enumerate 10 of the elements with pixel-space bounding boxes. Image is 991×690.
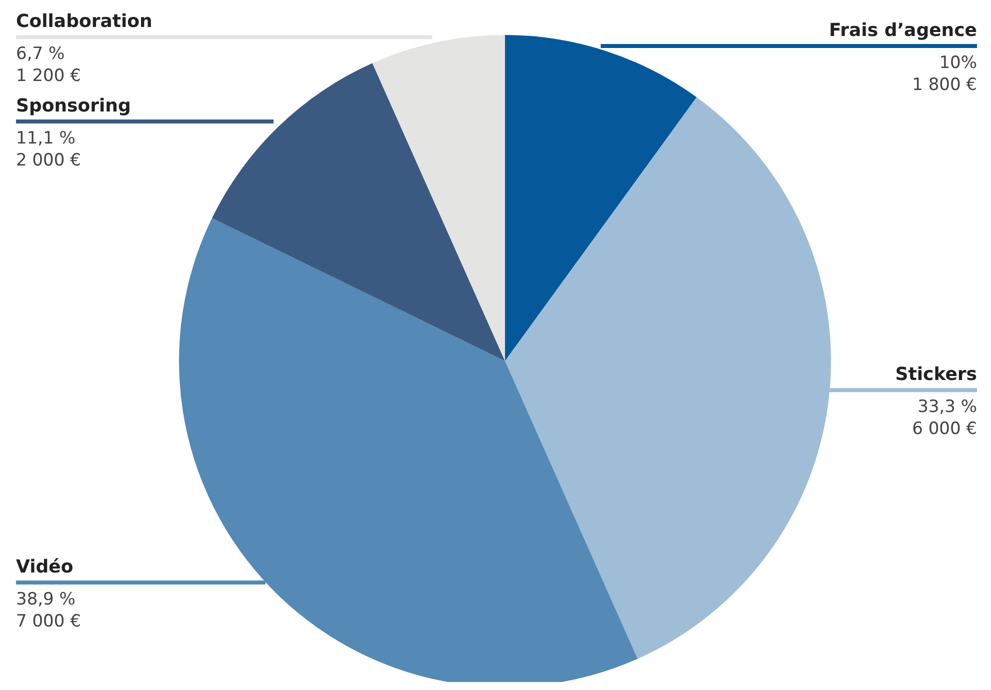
data-label: 6,7 % 1 200 € [16, 44, 81, 86]
data-label: 10% 1 800 € [912, 52, 977, 95]
data-label: 38,9 % 7 000 € [16, 589, 81, 632]
slice-label: Vidéo [16, 556, 74, 578]
slice-label: Stickers [895, 364, 977, 386]
slice-label: Frais d’agence [829, 20, 977, 41]
slice-label: Sponsoring [16, 95, 131, 116]
slice-label: Collaboration [16, 11, 152, 32]
data-label: 11,1 % 2 000 € [16, 128, 81, 170]
data-label: 33,3 % 6 000 € [912, 397, 977, 440]
